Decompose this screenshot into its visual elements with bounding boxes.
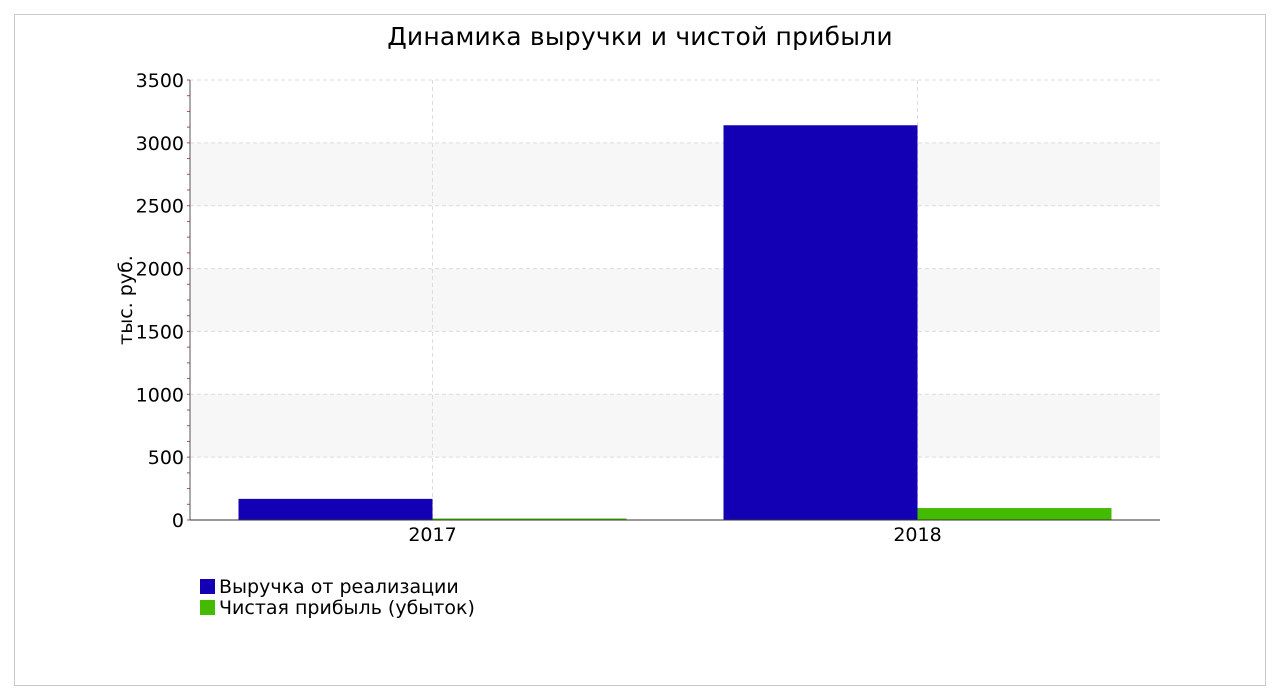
legend: Выручка от реализации Чистая прибыль (уб… xyxy=(200,575,475,619)
x-tick-label: 2017 xyxy=(408,524,456,546)
grid-band xyxy=(190,142,1160,206)
y-tick-label: 1000 xyxy=(136,384,184,406)
y-tick-label: 2000 xyxy=(136,259,184,281)
legend-item-net-profit: Чистая прибыль (убыток) xyxy=(200,596,475,619)
grid-band xyxy=(190,268,1160,332)
chart-title: Динамика выручки и чистой прибыли xyxy=(387,22,893,51)
y-tick-label: 0 xyxy=(172,510,184,532)
legend-label-revenue: Выручка от реализации xyxy=(219,575,459,598)
y-tick-label: 3000 xyxy=(136,133,184,155)
grid-band xyxy=(190,394,1160,458)
y-tick-label: 500 xyxy=(148,447,184,469)
legend-swatch-revenue xyxy=(200,579,215,594)
bar-revenue-2018 xyxy=(723,125,918,520)
chart-frame xyxy=(14,14,1266,686)
legend-swatch-net-profit xyxy=(200,600,215,615)
y-tick-label: 1500 xyxy=(136,321,184,343)
legend-label-net-profit: Чистая прибыль (убыток) xyxy=(219,596,475,619)
bar-net-profit-2018 xyxy=(917,508,1112,520)
bar-net-profit-2017 xyxy=(432,518,627,520)
bar-revenue-2017 xyxy=(238,498,433,520)
x-tick-label: 2018 xyxy=(893,524,941,546)
legend-item-revenue: Выручка от реализации xyxy=(200,575,475,598)
y-tick-label: 2500 xyxy=(136,196,184,218)
y-tick-label: 3500 xyxy=(136,70,184,92)
